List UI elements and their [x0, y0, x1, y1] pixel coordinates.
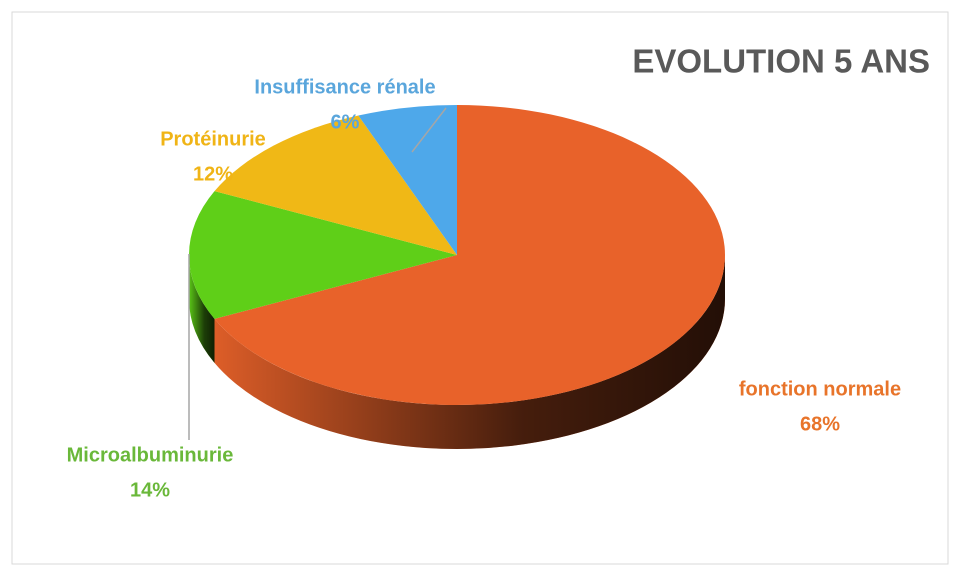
slice	[214, 105, 726, 405]
slice-label: Microalbuminurie	[67, 444, 234, 466]
pie	[189, 105, 726, 450]
slice-label: fonction normale	[739, 378, 901, 400]
slice-value-label: 6%	[331, 111, 360, 133]
chart-title: EVOLUTION 5 ANS	[632, 43, 930, 80]
slice-value-label: 68%	[800, 413, 840, 435]
slice-label: Protéinurie	[160, 128, 266, 150]
slice-label: Insuffisance rénale	[254, 76, 435, 98]
slice-side-shade	[214, 255, 725, 450]
slice-value-label: 12%	[193, 163, 233, 185]
slice	[189, 191, 457, 319]
slice	[358, 105, 457, 255]
leader-line	[411, 107, 447, 153]
slice-side-shade	[189, 255, 215, 363]
slice-value-label: 14%	[130, 479, 170, 501]
slice	[214, 115, 457, 255]
